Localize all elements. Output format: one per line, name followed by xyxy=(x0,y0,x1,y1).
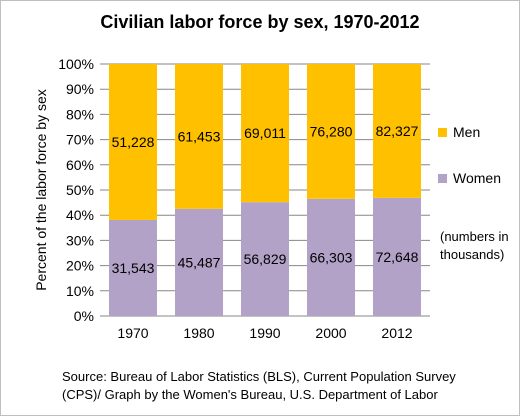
chart-title: Civilian labor force by sex, 1970-2012 xyxy=(100,12,420,32)
x-tick-label: 1990 xyxy=(249,325,280,341)
units-note: (numbers in thousands) xyxy=(440,229,509,262)
y-tick-label: 80% xyxy=(66,106,94,122)
bar-men-1970 xyxy=(109,64,157,220)
y-tick-label: 10% xyxy=(66,283,94,299)
x-tick-label: 1980 xyxy=(183,325,214,341)
legend-label-women: Women xyxy=(453,170,501,186)
y-tick-label: 90% xyxy=(66,81,94,97)
bar-women-1980 xyxy=(175,208,223,316)
data-label-men: 61,453 xyxy=(178,128,221,144)
y-axis-label: Percent of the labor force by sex xyxy=(33,89,49,291)
y-tick-label: 20% xyxy=(66,258,94,274)
data-label-women: 45,487 xyxy=(178,254,221,270)
data-label-men: 69,011 xyxy=(244,125,286,141)
bar-men-1990 xyxy=(241,64,289,203)
data-label-women: 31,543 xyxy=(112,260,155,276)
legend-swatch-women xyxy=(438,174,447,183)
x-tick-label: 1970 xyxy=(117,325,148,341)
data-label-men: 51,228 xyxy=(112,134,155,150)
bar-men-1980 xyxy=(175,64,223,209)
x-tick-label: 2012 xyxy=(381,325,412,341)
y-tick-label: 0% xyxy=(74,308,94,324)
bar-men-2012 xyxy=(373,64,421,198)
data-label-women: 56,829 xyxy=(244,251,287,267)
bar-women-1970 xyxy=(109,219,157,316)
bar-men-2000 xyxy=(307,64,355,199)
bar-women-2000 xyxy=(307,198,355,316)
y-tick-label: 30% xyxy=(66,232,94,248)
legend-swatch-men xyxy=(438,128,447,137)
bar-women-1990 xyxy=(241,202,289,316)
y-tick-label: 60% xyxy=(66,157,94,173)
data-label-women: 66,303 xyxy=(310,249,353,265)
y-tick-label: 100% xyxy=(58,56,94,72)
legend-label-men: Men xyxy=(453,124,480,140)
data-label-men: 76,280 xyxy=(310,123,353,139)
x-tick-label: 2000 xyxy=(315,325,346,341)
bar-women-2012 xyxy=(373,197,421,316)
source-note: Source: Bureau of Labor Statistics (BLS)… xyxy=(62,369,456,402)
y-tick-label: 50% xyxy=(66,182,94,198)
data-label-women: 72,648 xyxy=(376,249,419,265)
y-tick-label: 40% xyxy=(66,207,94,223)
y-tick-label: 70% xyxy=(66,132,94,148)
data-label-men: 82,327 xyxy=(376,123,419,139)
